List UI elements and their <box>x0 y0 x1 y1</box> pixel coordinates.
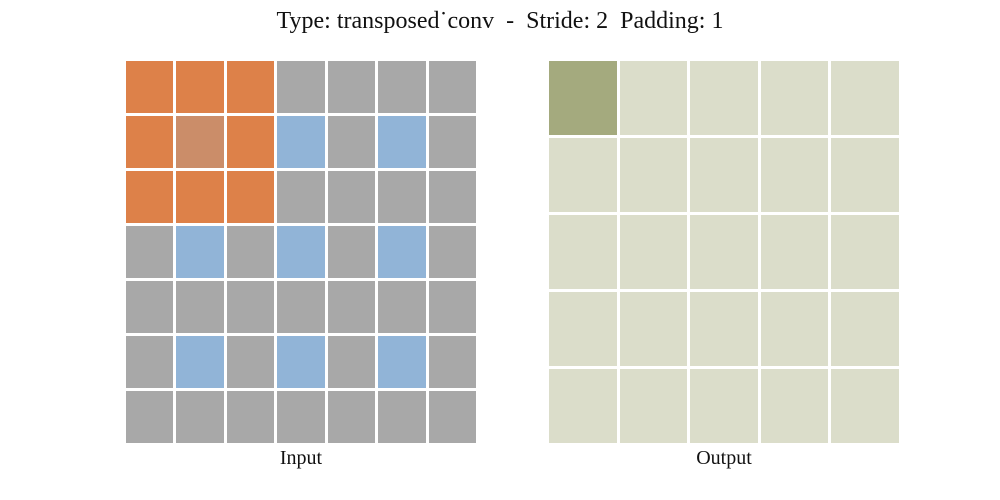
input-grid-cell-r4c5 <box>327 226 376 278</box>
input-grid-cell-r5c3 <box>226 281 275 333</box>
input-grid-cell-r4c3 <box>226 226 275 278</box>
input-grid-cell-r6c6 <box>378 336 426 388</box>
output-grid-cell-r5c2 <box>619 369 688 443</box>
input-grid-cell-r4c1 <box>126 226 174 278</box>
input-grid-cell-r2c4 <box>277 116 325 168</box>
input-grid-cell-r5c1 <box>126 281 174 333</box>
input-grid-cell-r6c7 <box>428 336 476 388</box>
output-grid-cell-r3c2 <box>619 215 688 289</box>
output-grid-cell-r2c3 <box>690 138 758 212</box>
output-grid-cell-r3c4 <box>760 215 829 289</box>
input-grid-cell-r1c3 <box>226 61 275 113</box>
output-grid-cell-r4c3 <box>690 292 758 366</box>
input-grid-cell-r2c3 <box>226 116 275 168</box>
input-grid-cell-r5c7 <box>428 281 476 333</box>
input-grid-cell-r3c4 <box>277 171 325 223</box>
input-grid-cell-r5c5 <box>327 281 376 333</box>
input-grid-cell-r2c6 <box>378 116 426 168</box>
input-grid-cell-r3c3 <box>226 171 275 223</box>
output-grid-cell-r5c1 <box>549 369 617 443</box>
output-grid-cell-r1c4 <box>760 61 829 135</box>
input-grid-cell-r2c1 <box>126 116 174 168</box>
output-grid-cell-r2c1 <box>549 138 617 212</box>
output-grid <box>549 61 899 443</box>
output-grid-cell-r3c5 <box>831 215 899 289</box>
output-grid-cell-r1c2 <box>619 61 688 135</box>
figure-title: Type: transposed˙conv - Stride: 2 Paddin… <box>276 8 724 34</box>
input-grid-cell-r6c4 <box>277 336 325 388</box>
output-grid-cell-r2c5 <box>831 138 899 212</box>
input-grid-cell-r6c3 <box>226 336 275 388</box>
input-grid-cell-r2c2 <box>176 116 224 168</box>
output-grid-cell-r1c3 <box>690 61 758 135</box>
input-grid-cell-r7c2 <box>176 391 224 443</box>
output-grid-cell-r3c1 <box>549 215 617 289</box>
input-grid-cell-r7c4 <box>277 391 325 443</box>
output-grid-cell-r4c2 <box>619 292 688 366</box>
input-grid-cell-r1c6 <box>378 61 426 113</box>
output-grid-cell-r4c1 <box>549 292 617 366</box>
input-grid-cell-r7c3 <box>226 391 275 443</box>
output-grid-cell-r5c4 <box>760 369 829 443</box>
output-grid-cell-r4c4 <box>760 292 829 366</box>
input-grid-cell-r2c5 <box>327 116 376 168</box>
input-grid-cell-r5c4 <box>277 281 325 333</box>
output-grid-cell-r5c5 <box>831 369 899 443</box>
output-grid-cell-r3c3 <box>690 215 758 289</box>
input-grid-cell-r7c1 <box>126 391 174 443</box>
output-grid-cell-r1c1 <box>549 61 617 135</box>
input-grid-cell-r3c5 <box>327 171 376 223</box>
input-grid-cell-r3c6 <box>378 171 426 223</box>
output-grid-label: Output <box>696 447 752 469</box>
input-grid <box>126 61 476 443</box>
input-grid-cell-r7c6 <box>378 391 426 443</box>
output-grid-cell-r2c4 <box>760 138 829 212</box>
input-grid-cell-r1c4 <box>277 61 325 113</box>
input-grid-cell-r1c1 <box>126 61 174 113</box>
input-grid-cell-r3c1 <box>126 171 174 223</box>
output-grid-cell-r1c5 <box>831 61 899 135</box>
input-grid-cell-r4c6 <box>378 226 426 278</box>
output-grid-cell-r5c3 <box>690 369 758 443</box>
input-grid-cell-r5c2 <box>176 281 224 333</box>
input-grid-cell-r1c2 <box>176 61 224 113</box>
input-grid-cell-r4c7 <box>428 226 476 278</box>
output-grid-cell-r4c5 <box>831 292 899 366</box>
output-grid-cell-r2c2 <box>619 138 688 212</box>
input-grid-cell-r7c7 <box>428 391 476 443</box>
input-grid-cell-r4c4 <box>277 226 325 278</box>
input-grid-cell-r5c6 <box>378 281 426 333</box>
input-grid-cell-r2c7 <box>428 116 476 168</box>
input-grid-cell-r1c7 <box>428 61 476 113</box>
input-grid-cell-r3c2 <box>176 171 224 223</box>
input-grid-cell-r3c7 <box>428 171 476 223</box>
input-grid-cell-r6c2 <box>176 336 224 388</box>
input-grid-cell-r7c5 <box>327 391 376 443</box>
input-grid-label: Input <box>279 447 323 469</box>
input-grid-cell-r1c5 <box>327 61 376 113</box>
input-grid-cell-r4c2 <box>176 226 224 278</box>
input-grid-cell-r6c5 <box>327 336 376 388</box>
input-grid-cell-r6c1 <box>126 336 174 388</box>
